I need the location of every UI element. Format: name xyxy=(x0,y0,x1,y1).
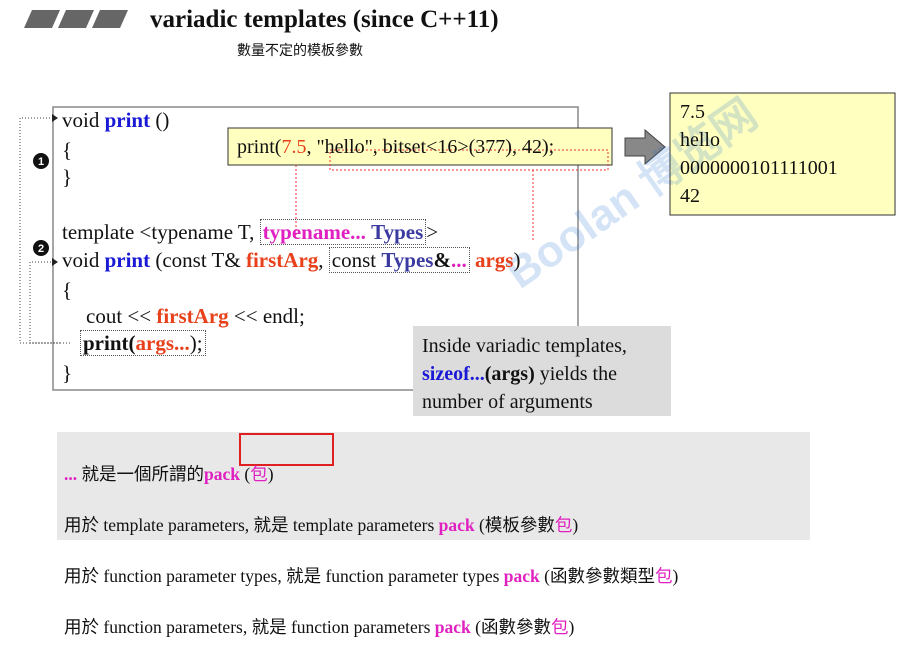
summary-text: ( xyxy=(239,463,251,484)
summary-text: ... xyxy=(64,463,78,484)
arg-highlight xyxy=(329,149,609,171)
decor: 1 2 Boolan 博览网 xyxy=(19,10,896,540)
code-line: print(args...); xyxy=(80,330,206,356)
code: args... xyxy=(135,331,190,355)
output-line: hello xyxy=(680,129,720,151)
code-line: template <typename T, typename... Types > xyxy=(62,219,439,245)
code: print( xyxy=(83,331,136,355)
note: Inside variadic templates, sizeof...(args… xyxy=(422,332,627,416)
code: ... xyxy=(450,248,467,272)
dotted-group: print(args...); xyxy=(80,330,206,356)
summary-text: 包 xyxy=(550,616,569,637)
code: } xyxy=(62,165,73,189)
summary-box xyxy=(57,432,810,540)
code: ); xyxy=(189,331,203,355)
code: Types xyxy=(381,248,434,272)
summary-text: 用於 function parameter types, 就是 function… xyxy=(64,565,504,586)
code: cout << xyxy=(86,304,157,328)
summary-text: ) xyxy=(572,514,579,535)
dotted-links xyxy=(295,165,534,242)
summary-text: pack xyxy=(204,463,240,484)
code: print xyxy=(104,108,151,132)
code: args xyxy=(474,248,514,272)
code: > xyxy=(426,220,439,244)
header-bars xyxy=(24,10,128,28)
code: void xyxy=(62,108,105,132)
code-line: } xyxy=(62,361,72,385)
code-line: { xyxy=(62,138,72,162)
summary-text: pack xyxy=(438,514,475,535)
summary-text: 包 xyxy=(654,565,673,586)
code-line: void print (const T& firstArg, const Typ… xyxy=(62,247,521,273)
code-line: { xyxy=(62,278,72,302)
output-line: 7.5 xyxy=(680,101,705,123)
code: , xyxy=(318,248,329,272)
code-line: cout << firstArg << endl; xyxy=(86,304,305,328)
arrow xyxy=(624,128,666,166)
summary-text: (函數參數 xyxy=(470,616,551,637)
summary-text: (模板參數 xyxy=(474,514,555,535)
code: } xyxy=(62,361,73,385)
marker: 2 xyxy=(38,243,44,255)
recursion-links xyxy=(19,117,70,344)
code: const xyxy=(331,248,382,272)
dotted-group: typename... Types xyxy=(259,219,427,245)
summary-text: pack xyxy=(434,616,471,637)
output-line: 0000000101111001 xyxy=(680,157,838,179)
note-box xyxy=(413,326,671,416)
note-line: Inside variadic templates, xyxy=(422,335,627,357)
code: void xyxy=(62,248,105,272)
code-line: } xyxy=(62,165,72,189)
code-line: void print () xyxy=(62,108,169,132)
summary-text: 用於 function parameters, 就是 function para… xyxy=(64,616,435,637)
summary-text: 包 xyxy=(554,514,573,535)
note-text: sizeof... xyxy=(422,363,485,385)
summary-text: ) xyxy=(672,565,679,586)
code: () xyxy=(150,108,170,132)
summary-line: 用於 function parameter types, 就是 function… xyxy=(64,564,678,590)
code: ) xyxy=(513,248,521,272)
output-line: 42 xyxy=(680,185,700,207)
summary: ... 就是一個所謂的pack (包) 用於 template paramete… xyxy=(64,436,678,666)
note-text: yields the xyxy=(534,363,617,385)
output-box xyxy=(669,92,896,216)
code: firstArg xyxy=(156,304,229,328)
summary-text: 包 xyxy=(250,463,268,484)
code: firstArg xyxy=(245,248,319,272)
summary-text: 用於 template parameters, 就是 template para… xyxy=(64,514,439,535)
pack-highlight xyxy=(239,433,334,466)
code: { xyxy=(62,138,73,162)
slide: 1 2 Boolan 博览网 variadic templates (since… xyxy=(19,6,896,637)
summary-text: ) xyxy=(267,463,274,484)
dotted-group: const Types&... xyxy=(328,247,470,273)
summary-line: ... 就是一個所謂的pack (包) xyxy=(64,462,678,488)
code: print xyxy=(104,248,151,272)
summary-text: pack xyxy=(503,565,540,586)
subtitle: 數量不定的模板參數 xyxy=(237,43,363,59)
title: variadic templates (since C++11) xyxy=(150,6,499,33)
code: << endl; xyxy=(228,304,305,328)
summary-line: 用於 function parameters, 就是 function para… xyxy=(64,615,678,641)
note-line: number of arguments xyxy=(422,391,593,413)
output: 7.5 hello 0000000101111001 42 xyxy=(680,98,838,210)
marker: 1 xyxy=(38,156,44,168)
call: print(7.5, "hello", bitset<16>(377), 42)… xyxy=(237,135,554,159)
code: Types xyxy=(371,220,424,244)
code: { xyxy=(62,278,73,302)
code: & xyxy=(433,248,451,272)
code: (const T& xyxy=(150,248,246,272)
note-text: (args) xyxy=(484,363,535,385)
code: template <typename T, xyxy=(62,220,260,244)
summary-text: ) xyxy=(568,616,575,637)
code: print( xyxy=(237,136,282,158)
code: typename... xyxy=(262,220,366,244)
call-box xyxy=(227,127,613,166)
summary-text: 就是一個所謂的 xyxy=(77,463,205,484)
summary-text: (函數參數類型 xyxy=(539,565,655,586)
code: 7.5 xyxy=(281,136,307,158)
code: , "hello", bitset<16>(377), 42); xyxy=(306,136,555,158)
summary-line: 用於 template parameters, 就是 template para… xyxy=(64,513,678,539)
note-line: sizeof...(args) yields the xyxy=(422,360,627,388)
